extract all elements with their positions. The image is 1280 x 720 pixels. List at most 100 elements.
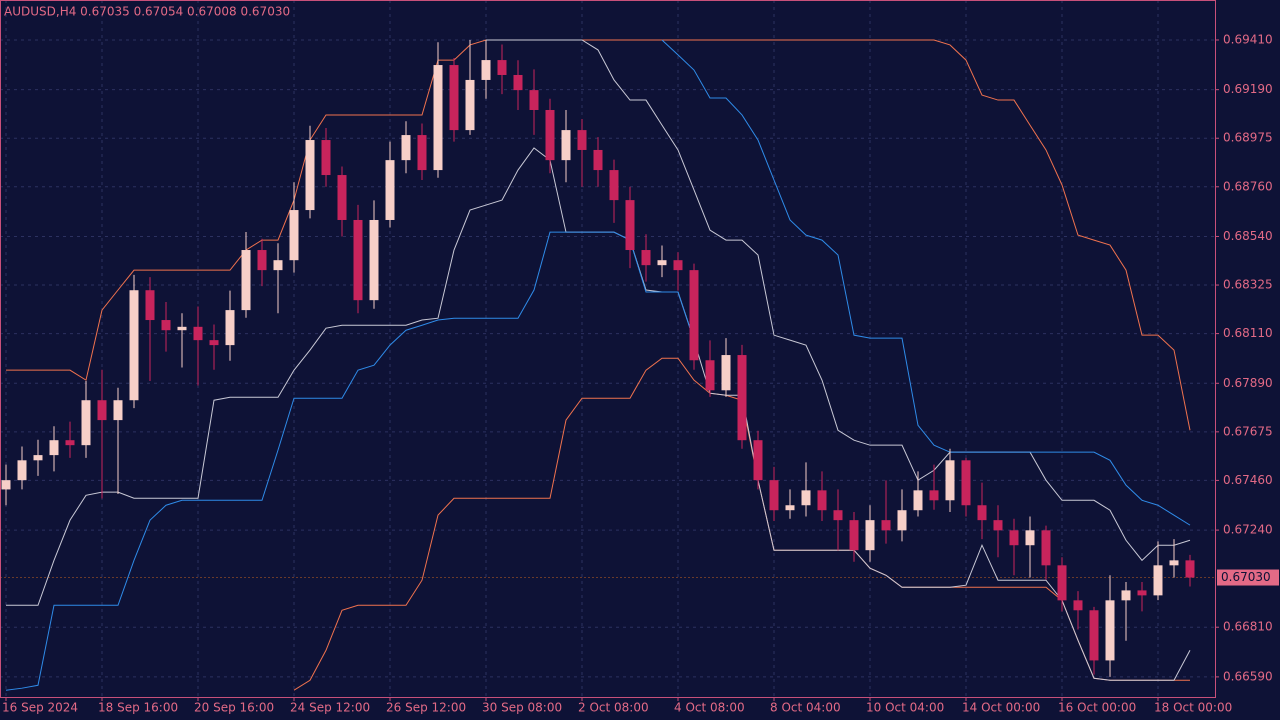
x-tick-label: 20 Sep 16:00 [194, 701, 274, 715]
candle-body [241, 250, 251, 311]
candle-body [1153, 565, 1163, 596]
x-tick-label: 2 Oct 08:00 [578, 701, 649, 715]
candle-body [49, 440, 59, 456]
candle-body [177, 326, 187, 331]
candle-body [321, 140, 331, 176]
candle-body [657, 260, 667, 266]
x-tick-label: 30 Sep 08:00 [482, 701, 562, 715]
candle-body [545, 109, 555, 161]
candle-body [225, 310, 235, 346]
y-tick-label: 0.66810 [1223, 620, 1273, 634]
candle-body [641, 250, 651, 266]
candle-body [529, 90, 539, 110]
candle-body [401, 135, 411, 161]
candle-body [1057, 565, 1067, 601]
candle-body [625, 200, 635, 251]
candle-body [801, 490, 811, 506]
candle-body [1121, 590, 1131, 601]
candle-body [673, 260, 683, 271]
channel-lines [5, 39, 1191, 691]
candle-body [1041, 530, 1051, 566]
channel-line [6, 39, 1191, 431]
price-tag-label: 0.67030 [1221, 570, 1271, 584]
y-tick-label: 0.68760 [1223, 179, 1273, 193]
candle-body [737, 355, 747, 441]
candle-body [961, 460, 971, 506]
channel-line [5, 231, 695, 691]
y-tick-label: 0.67460 [1223, 473, 1273, 487]
candle-body [193, 326, 203, 341]
candle-body [33, 455, 43, 461]
candles [1, 39, 1195, 677]
candle-body [17, 460, 27, 481]
candle-body [705, 360, 715, 391]
x-tick-label: 16 Sep 2024 [2, 701, 78, 715]
y-tick-label: 0.67240 [1223, 523, 1273, 537]
x-tick-label: 4 Oct 08:00 [674, 701, 745, 715]
candle-body [97, 400, 107, 421]
x-tick-label: 10 Oct 04:00 [866, 701, 944, 715]
candle-body [689, 270, 699, 361]
candle-body [929, 490, 939, 501]
candle-body [113, 400, 123, 421]
candle-body [1073, 600, 1083, 611]
x-tick-label: 14 Oct 00:00 [962, 701, 1040, 715]
x-tick-label: 18 Oct 00:00 [1154, 701, 1232, 715]
x-tick-label: 16 Oct 00:00 [1058, 701, 1136, 715]
x-tick-label: 18 Sep 16:00 [98, 701, 178, 715]
candle-body [497, 60, 507, 75]
candle-body [1137, 590, 1147, 596]
candle-body [273, 260, 283, 271]
candle-body [865, 520, 875, 551]
candle-body [945, 460, 955, 501]
candle-body [561, 130, 571, 161]
candle-body [433, 65, 443, 171]
candle-body [65, 440, 75, 446]
candle-body [993, 520, 1003, 531]
candle-body [913, 490, 923, 511]
candle-body [1089, 610, 1099, 661]
candle-body [369, 219, 379, 301]
candle-body [1009, 530, 1019, 546]
y-tick-label: 0.68975 [1223, 131, 1273, 145]
candle-body [161, 320, 171, 331]
candle-body [721, 355, 731, 391]
candle-body [593, 149, 603, 171]
channel-line [661, 39, 1191, 526]
candle-body [977, 505, 987, 521]
candle-body [833, 510, 843, 521]
candle-body [897, 510, 907, 531]
candle-body [129, 290, 139, 401]
candle-body [1105, 600, 1115, 661]
y-tick-label: 0.68540 [1223, 229, 1273, 243]
candle-body [849, 520, 859, 551]
grid [0, 0, 1215, 697]
candle-body [769, 480, 779, 511]
candle-body [257, 250, 267, 271]
candle-body [881, 520, 891, 531]
y-tick-label: 0.69190 [1223, 82, 1273, 96]
candle-body [481, 60, 491, 80]
candle-body [353, 219, 363, 301]
x-tick-label: 24 Sep 12:00 [290, 701, 370, 715]
y-tick-label: 0.67675 [1223, 424, 1273, 438]
axes: 0.69410 0.69190 0.68975 0.68760 0.68540 0.683… [2, 32, 1279, 715]
candle-body [513, 74, 523, 91]
y-tick-label: 0.69410 [1223, 32, 1273, 46]
price-tag [1217, 569, 1279, 586]
candle-body [417, 135, 427, 171]
candle-body [1185, 560, 1195, 578]
candle-body [337, 175, 347, 220]
candle-body [465, 79, 475, 131]
candle-body [1169, 560, 1179, 566]
plot-frame [0, 0, 1216, 698]
candle-body [449, 65, 459, 131]
y-tick-label: 0.67890 [1223, 376, 1273, 390]
y-tick-label: 0.66590 [1223, 669, 1273, 683]
channel-line [486, 39, 1191, 562]
candle-body [145, 290, 155, 321]
y-tick-label: 0.68325 [1223, 278, 1273, 292]
